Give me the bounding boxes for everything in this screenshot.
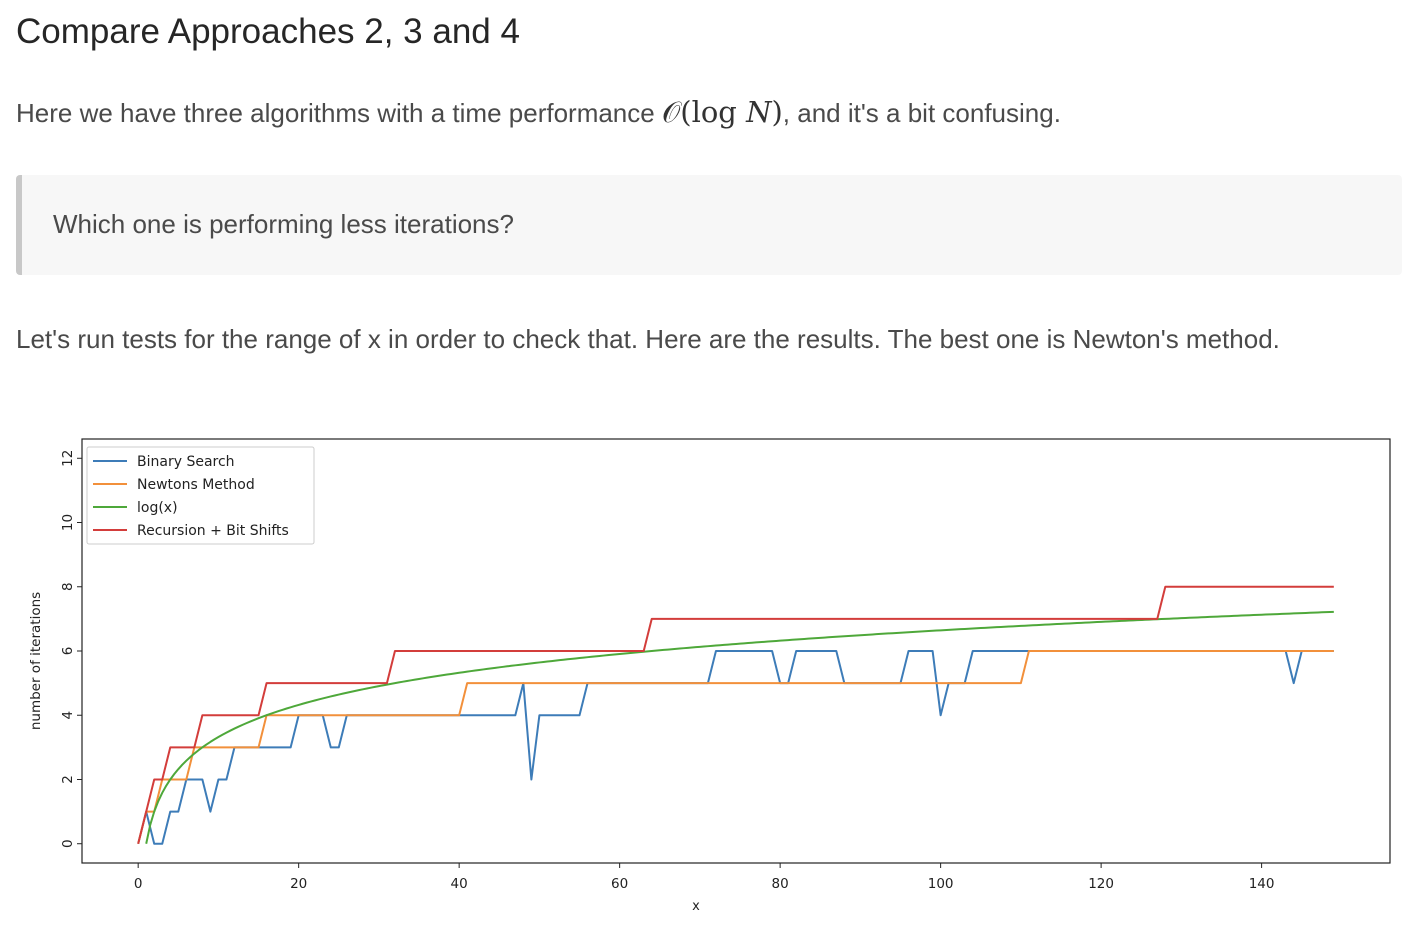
formula-open-paren: ( [680,95,692,129]
x-tick-label: 40 [451,876,468,892]
legend-label: Newtons Method [137,477,255,493]
y-tick-label: 10 [60,514,76,531]
x-tick-label: 0 [134,876,143,892]
x-tick-label: 60 [611,876,628,892]
series-line-4 [137,585,1334,844]
y-tick-label: 6 [60,647,76,656]
formula-n: N [746,95,772,129]
chart-legend [86,446,315,545]
legend-label: Binary Search [137,454,235,470]
series-line-2 [137,650,1334,844]
page-title: Compare Approaches 2, 3 and 4 [16,12,520,51]
y-tick-label: 2 [60,775,76,784]
iterations-chart: 0 20 40 60 80 100 120 140 0 2 4 6 8 10 12 x number of it… [28,438,1391,914]
x-tick-label: 80 [772,876,789,892]
formula-log: log [691,95,737,129]
callout-question: Which one is performing less iterations? [53,209,514,239]
results-paragraph: Let's run tests for the range of x in or… [16,324,1280,354]
y-tick-label: 8 [60,582,76,591]
y-tick-label: 0 [60,839,76,848]
intro-paragraph: Here we have three algorithms with a tim… [16,92,1061,133]
intro-text-before: Here we have three algorithms with a tim… [16,98,662,128]
big-o-symbol: 𝒪 [661,95,681,129]
x-tick-label: 20 [290,876,307,892]
complexity-formula: 𝒪(log N) [662,95,783,129]
legend-label: Recursion + Bit Shifts [137,523,289,539]
y-tick-label: 12 [60,450,76,467]
y-axis-label: number of iterations [28,592,44,730]
series-line-3 [145,610,1334,844]
formula-close-paren: ) [771,95,783,129]
y-tick-label: 4 [60,711,76,720]
x-tick-label: 140 [1249,876,1275,892]
x-axis-label: x [692,899,700,914]
blockquote-callout: Which one is performing less iterations? [16,175,1402,275]
x-tick-label: 120 [1088,876,1114,892]
x-tick-label: 100 [928,876,954,892]
intro-text-after: , and it's a bit confusing. [782,98,1061,128]
legend-label: log(x) [137,500,178,516]
